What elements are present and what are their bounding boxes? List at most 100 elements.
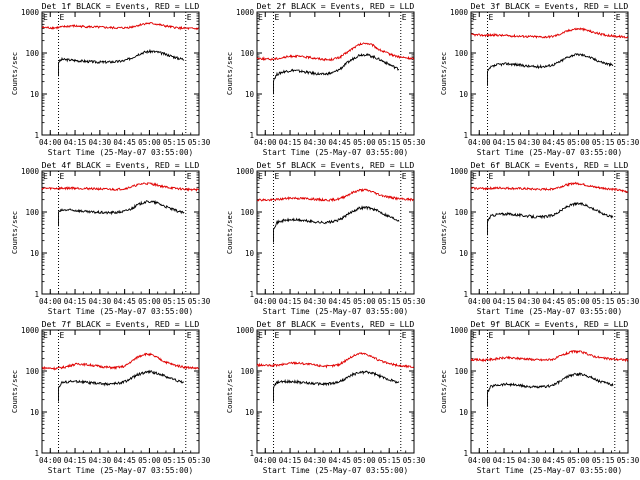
x-tick-label: 04:00 [254,456,277,465]
marker-label: E [275,331,280,340]
x-tick-label: 05:15 [378,297,401,306]
x-axis-label: Start Time (25-May-07 03:55:00) [48,307,194,316]
marker-label: E [616,172,621,181]
x-tick-label: 05:30 [403,138,426,147]
x-tick-label: 04:45 [328,456,351,465]
x-tick-label: 05:00 [567,297,590,306]
x-tick-label: 04:15 [493,297,516,306]
x-tick-label: 04:15 [64,456,87,465]
x-tick-label: 04:00 [468,138,491,147]
y-tick-label: 1000 [236,167,255,176]
detector-panel: Det 1f BLACK = Events, RED = LLD 1 10 100 10… [10,1,211,157]
x-tick-label: 05:00 [138,456,161,465]
y-tick-label: 1000 [21,8,40,17]
x-tick-label: 04:15 [64,138,87,147]
x-tick-label: 04:00 [39,456,62,465]
y-tick-label: 1 [34,290,39,299]
x-tick-label: 04:45 [542,297,565,306]
x-tick-label: 05:00 [138,138,161,147]
detector-panel: Det 8f BLACK = Events, RED = LLD 1 10 100 10… [225,319,426,475]
events-series-line [487,371,614,407]
marker-label: E [489,331,494,340]
events-series-line [273,370,400,402]
x-axis-label: Start Time (25-May-07 03:55:00) [477,466,623,475]
y-tick-label: 10 [459,408,469,417]
x-tick-label: 04:15 [64,297,87,306]
y-tick-label: 1 [463,131,468,140]
y-tick-label: 10 [459,90,469,99]
panel-title: Det 2f BLACK = Events, RED = LLD [257,1,415,11]
events-series-line [58,48,185,77]
marker-label: E [489,172,494,181]
x-tick-label: 04:15 [493,456,516,465]
x-axis-label: Start Time (25-May-07 03:55:00) [48,148,194,157]
x-tick-label: 05:00 [138,297,161,306]
x-tick-label: 04:30 [518,456,541,465]
plot-frame [470,11,629,136]
panel-title: Det 3f BLACK = Events, RED = LLD [471,1,629,11]
marker-label: E [616,331,621,340]
marker-label: E [402,331,407,340]
y-axis-label: Counts/sec [10,211,19,254]
lld-series-line [41,21,200,31]
x-tick-label: 05:30 [403,456,426,465]
y-axis-label: Counts/sec [439,52,448,95]
y-tick-label: 1 [249,131,254,140]
x-tick-label: 04:30 [304,138,327,147]
x-axis-label: Start Time (25-May-07 03:55:00) [263,466,409,475]
x-tick-label: 04:45 [542,138,565,147]
marker-label: E [472,172,477,181]
x-tick-label: 05:15 [163,297,186,306]
y-tick-label: 1000 [450,326,469,335]
plot-frame [41,11,200,136]
y-tick-label: 100 [240,49,254,58]
x-tick-label: 05:15 [592,297,615,306]
y-tick-label: 10 [459,249,469,258]
lld-series-line [256,351,415,369]
x-tick-label: 04:15 [279,297,302,306]
x-tick-label: 04:00 [254,297,277,306]
panel-title: Det 9f BLACK = Events, RED = LLD [471,319,629,329]
lld-series-line [41,182,199,192]
marker-label: E [43,331,48,340]
y-tick-label: 100 [240,208,254,217]
marker-label: E [60,172,65,181]
x-tick-label: 05:15 [378,138,401,147]
detector-panel: Det 3f BLACK = Events, RED = LLD 1 10 100 10… [439,1,640,157]
lld-series-line [41,352,199,371]
x-tick-label: 04:30 [89,456,112,465]
y-tick-label: 10 [30,408,40,417]
lld-series-line [470,27,629,39]
marker-label: E [60,13,65,22]
y-tick-label: 1 [463,449,468,458]
plot-frame [256,170,415,295]
panel-title: Det 4f BLACK = Events, RED = LLD [42,160,200,170]
detector-panel: Det 9f BLACK = Events, RED = LLD 1 10 100 10… [439,319,640,475]
x-tick-label: 04:15 [279,456,302,465]
x-tick-label: 04:45 [328,138,351,147]
marker-label: E [258,172,263,181]
y-axis-label: Counts/sec [439,211,448,254]
x-tick-label: 04:15 [279,138,302,147]
marker-label: E [187,172,192,181]
detector-panel: Det 2f BLACK = Events, RED = LLD 1 10 100 10… [225,1,426,157]
x-tick-label: 05:30 [617,297,640,306]
events-series-line [58,199,185,227]
y-tick-label: 1000 [236,8,255,17]
y-axis-label: Counts/sec [225,52,234,95]
lld-series-line [470,349,629,363]
x-tick-label: 05:00 [567,138,590,147]
x-tick-label: 05:15 [163,456,186,465]
x-tick-label: 05:15 [592,456,615,465]
y-axis-label: Counts/sec [225,370,234,413]
x-tick-label: 04:45 [113,138,136,147]
x-tick-label: 04:00 [468,456,491,465]
x-tick-label: 04:45 [113,456,136,465]
marker-label: E [187,331,192,340]
x-tick-label: 05:15 [592,138,615,147]
detector-panel: Det 6f BLACK = Events, RED = LLD 1 10 100 10… [439,160,640,316]
detector-panel: Det 7f BLACK = Events, RED = LLD 1 10 100 10… [10,319,211,475]
x-axis-label: Start Time (25-May-07 03:55:00) [263,148,409,157]
marker-label: E [616,13,621,22]
